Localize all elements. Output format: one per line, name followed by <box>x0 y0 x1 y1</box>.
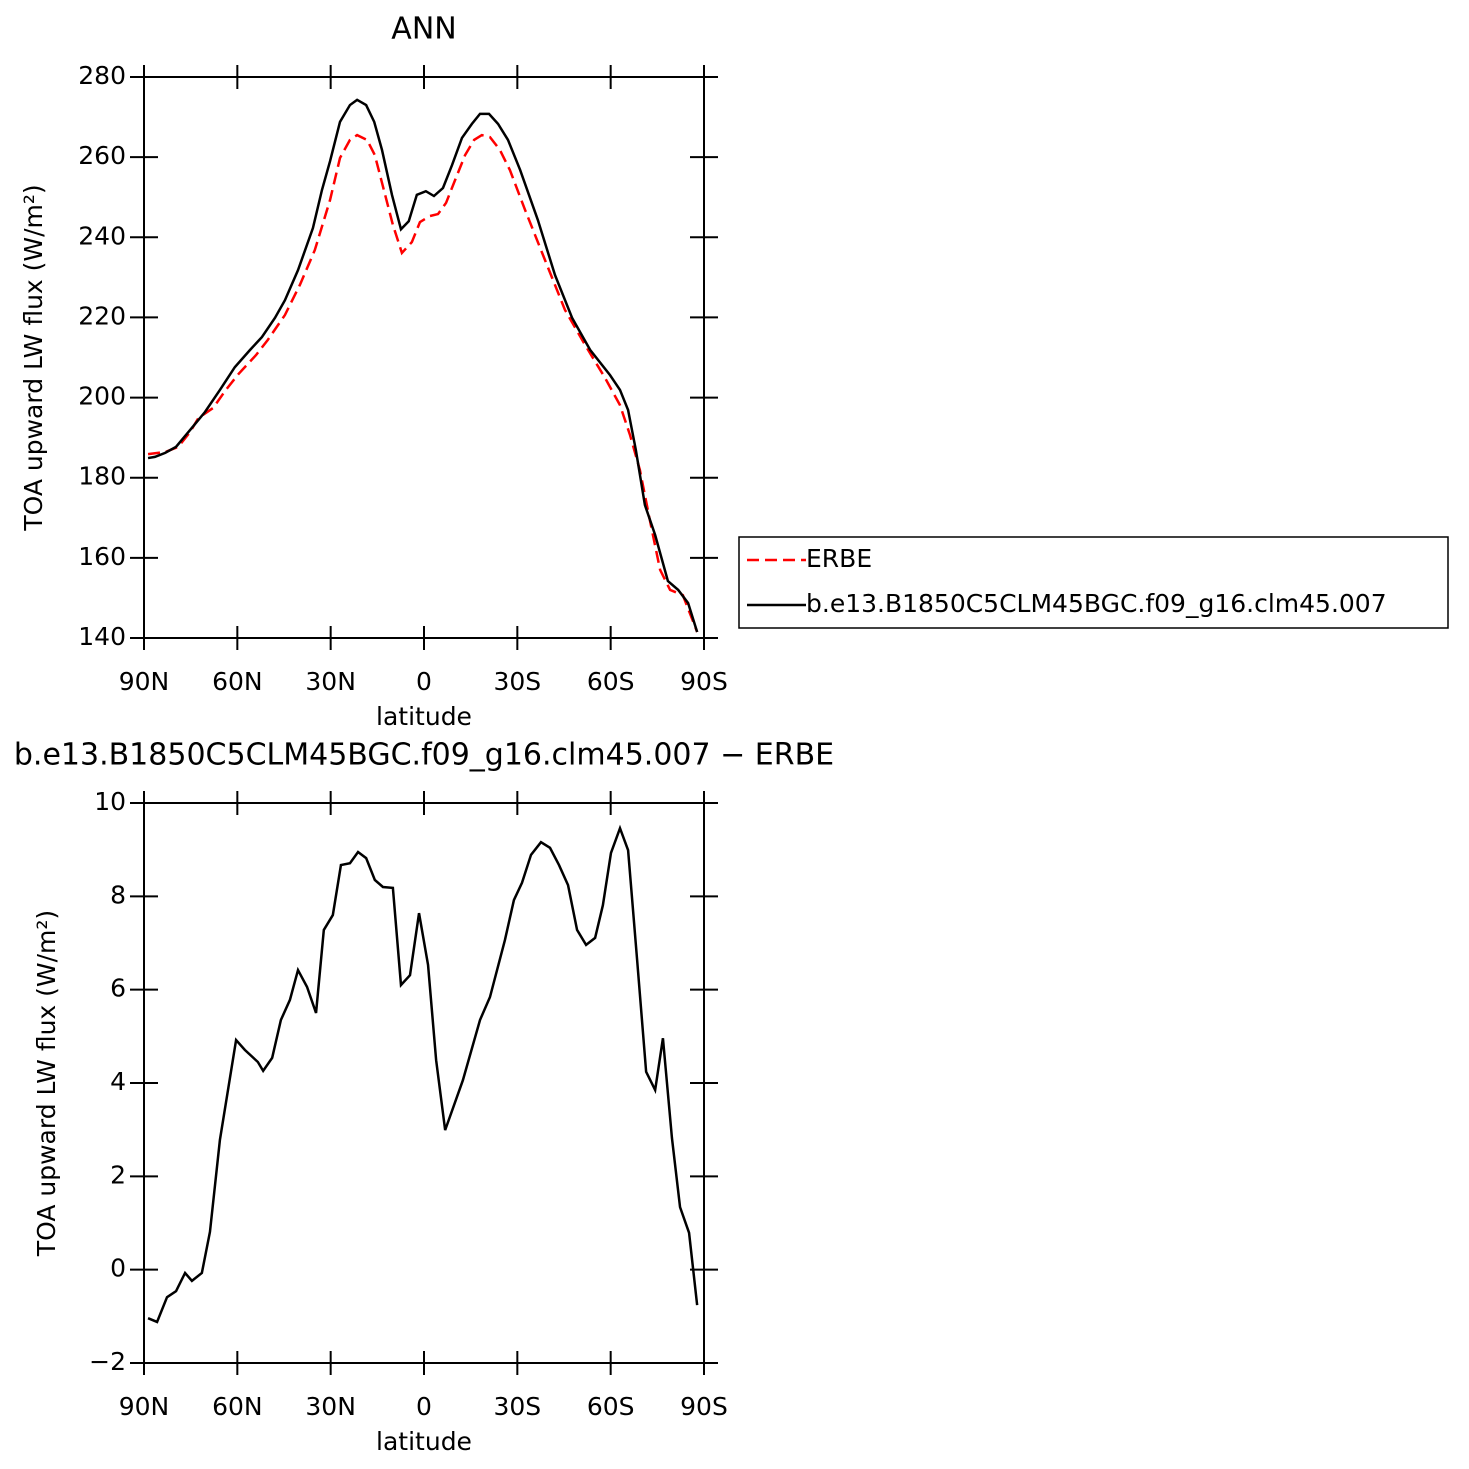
y-axis-label: TOA upward LW flux (W/m²) <box>32 910 61 1257</box>
y-tick-label: 0 <box>110 1254 126 1283</box>
x-tick-label: 90N <box>119 667 170 696</box>
x-tick-label: 60S <box>587 1392 635 1421</box>
y-tick-label: −2 <box>89 1347 126 1376</box>
y-tick-label: 10 <box>94 787 126 816</box>
x-tick-label: 0 <box>416 667 432 696</box>
data-line <box>147 133 699 633</box>
x-tick-label: 60N <box>212 667 263 696</box>
y-tick-label: 6 <box>110 974 126 1003</box>
y-tick-label: 220 <box>78 301 126 330</box>
y-tick-label: 160 <box>78 542 126 571</box>
plot-frame <box>143 76 705 639</box>
x-tick-label: 90S <box>680 667 728 696</box>
y-tick-label: 200 <box>78 382 126 411</box>
y-tick-label: 140 <box>78 622 126 651</box>
legend-label: b.e13.B1850C5CLM45BGC.f09_g16.clm45.007 <box>806 589 1387 618</box>
plot-frame <box>143 802 705 1364</box>
x-tick-label: 60N <box>212 1392 263 1421</box>
y-tick-label: 4 <box>110 1067 126 1096</box>
y-axis-label: TOA upward LW flux (W/m²) <box>19 184 48 531</box>
x-tick-label: 30S <box>493 667 541 696</box>
x-tick-label: 60S <box>587 667 635 696</box>
y-tick-label: 260 <box>78 141 126 170</box>
data-line <box>147 824 699 1324</box>
y-tick-label: 180 <box>78 462 126 491</box>
x-tick-label: 30N <box>305 1392 356 1421</box>
legend-label: ERBE <box>806 544 872 573</box>
x-tick-label: 90S <box>680 1392 728 1421</box>
x-axis-label: latitude <box>376 1427 472 1456</box>
y-tick-label: 240 <box>78 221 126 250</box>
x-tick-label: 0 <box>416 1392 432 1421</box>
x-tick-label: 30S <box>493 1392 541 1421</box>
y-tick-label: 280 <box>78 61 126 90</box>
x-tick-label: 90N <box>119 1392 170 1421</box>
x-tick-label: 30N <box>305 667 356 696</box>
y-tick-label: 8 <box>110 880 126 909</box>
y-tick-label: 2 <box>110 1160 126 1189</box>
x-axis-label: latitude <box>376 702 472 731</box>
chart-title: ANN <box>391 12 456 47</box>
chart-title: b.e13.B1850C5CLM45BGC.f09_g16.clm45.007 … <box>14 738 834 773</box>
data-line <box>147 98 699 633</box>
legend-box <box>738 536 1449 629</box>
